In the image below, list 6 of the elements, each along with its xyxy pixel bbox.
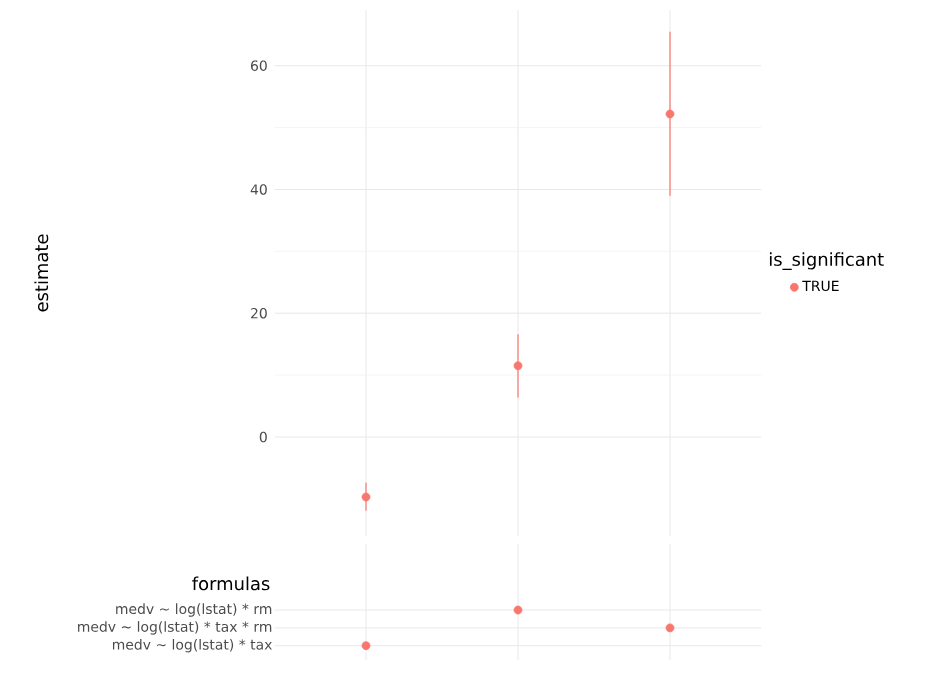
point — [513, 361, 523, 371]
y-axis-title: formulas — [192, 576, 270, 591]
point — [665, 109, 675, 119]
legend-title: is_significant — [769, 252, 884, 270]
point — [361, 492, 371, 502]
y-axis-title: estimate — [34, 234, 49, 312]
